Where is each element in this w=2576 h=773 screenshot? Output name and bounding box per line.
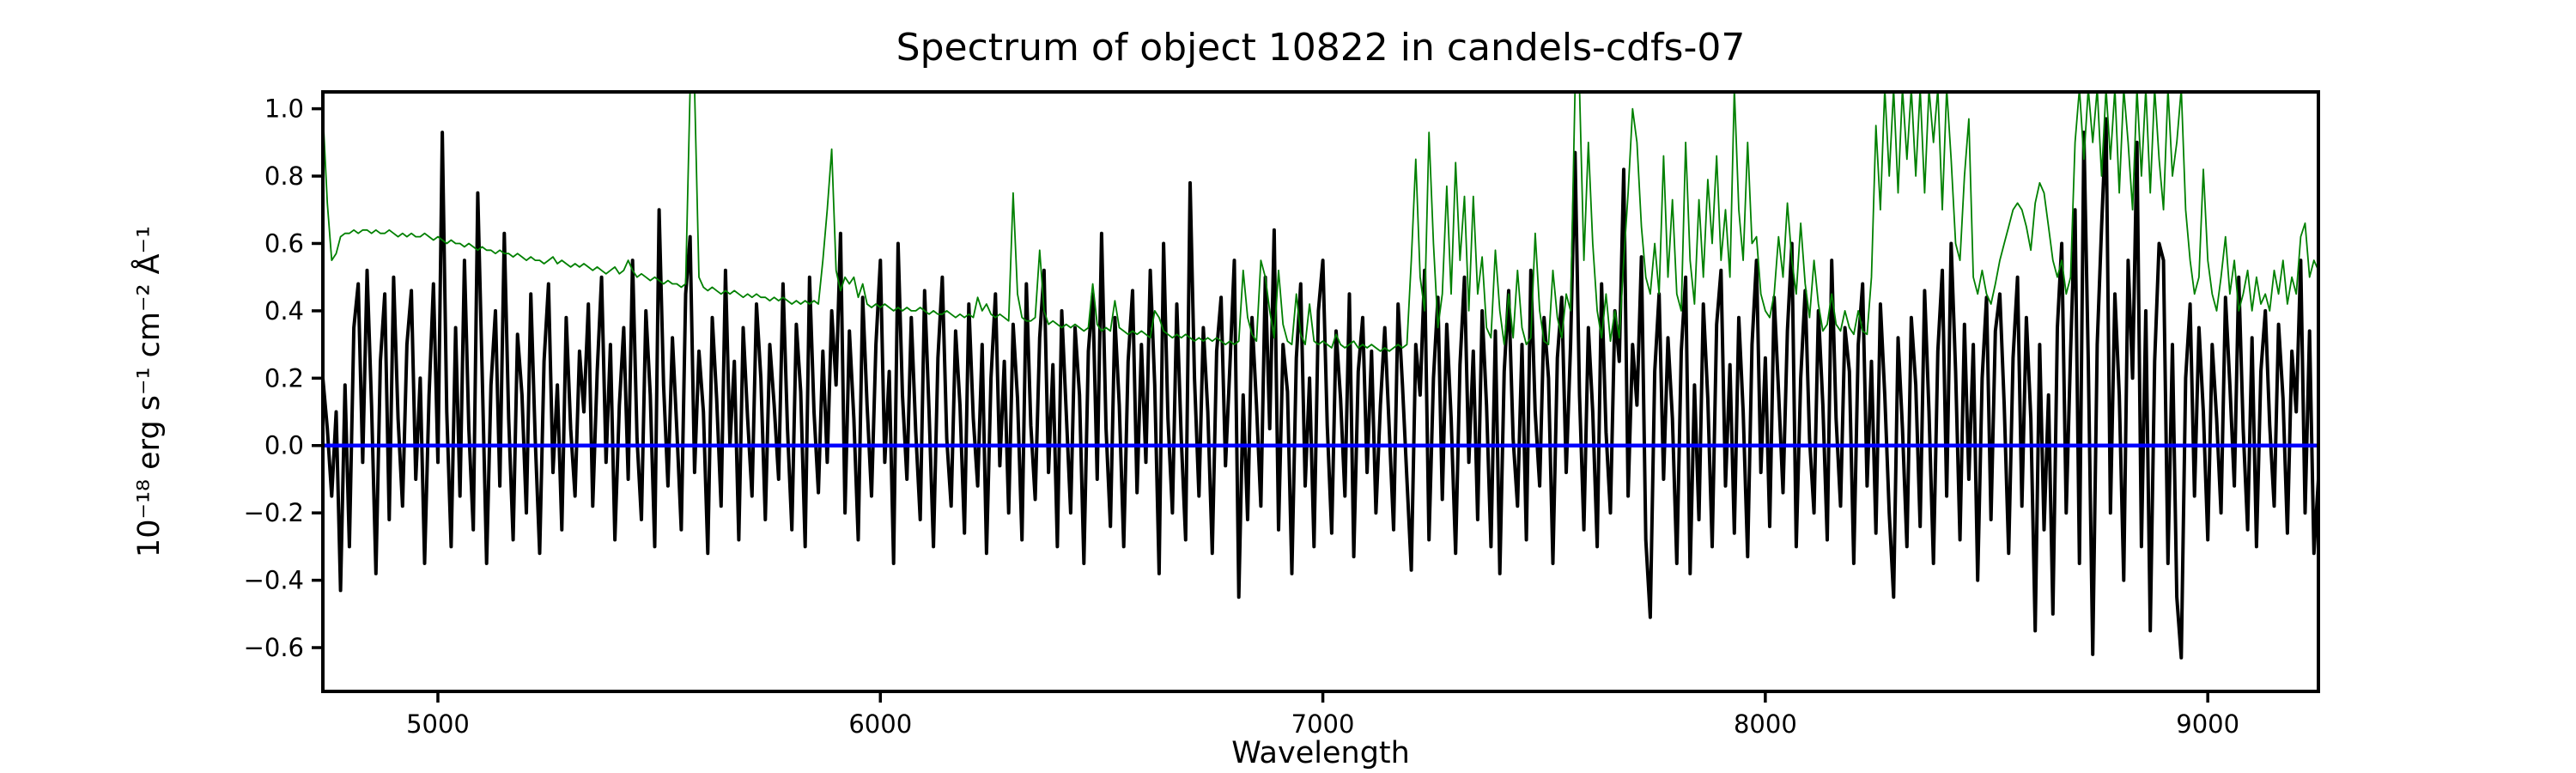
plot-area [323,92,2318,660]
axes-box [321,90,2320,693]
noise-spectrum-line [323,92,2318,352]
y-tick-label: 0.4 [264,296,304,326]
y-tick-label: 0.2 [264,363,304,393]
y-tick-label: 1.0 [264,94,304,124]
x-axis-label: Wavelength [1231,736,1410,770]
x-tick-label: 6000 [848,709,912,739]
x-tick-label: 7000 [1291,709,1355,739]
y-tick-label: −0.2 [244,498,304,527]
y-axis-label: 10⁻¹⁸ erg s⁻¹ cm⁻² Å⁻¹ [130,226,167,557]
x-tick-label: 9000 [2176,709,2239,739]
chart-title: Spectrum of object 10822 in candels-cdfs… [896,26,1746,70]
y-tick-label: −0.4 [244,566,304,595]
y-tick-label: 0.0 [264,431,304,460]
y-tick-label: −0.6 [244,633,304,662]
y-tick-label: 0.8 [264,161,304,191]
object-flux-spectrum-line [323,117,2318,660]
y-tick-label: 0.6 [264,228,304,258]
axes-ticks: 5000 6000 7000 8000 9000 1.0 0.8 0.6 0.4 0.2 0.0 −0… [244,94,2240,739]
x-tick-label: 8000 [1734,709,1797,739]
x-tick-label: 5000 [406,709,470,739]
